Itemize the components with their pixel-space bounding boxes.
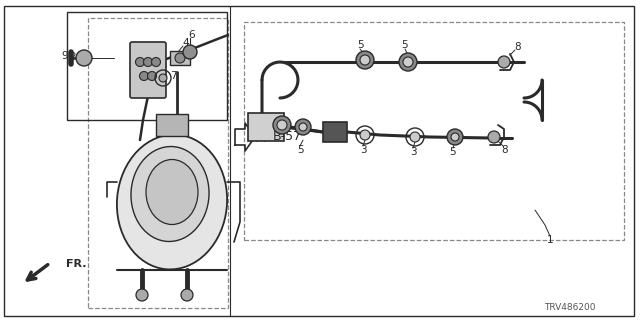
Bar bbox=[323, 122, 347, 142]
Bar bbox=[170, 51, 190, 65]
Circle shape bbox=[76, 50, 92, 66]
Text: 7: 7 bbox=[170, 71, 176, 81]
Bar bbox=[248, 113, 284, 141]
Circle shape bbox=[299, 123, 307, 131]
Circle shape bbox=[273, 116, 291, 134]
FancyBboxPatch shape bbox=[130, 42, 166, 98]
Text: 1: 1 bbox=[547, 235, 554, 245]
Text: 5: 5 bbox=[356, 40, 364, 50]
Text: 6: 6 bbox=[189, 30, 195, 40]
FancyBboxPatch shape bbox=[156, 114, 188, 136]
Circle shape bbox=[136, 58, 145, 67]
Circle shape bbox=[447, 129, 463, 145]
Circle shape bbox=[451, 133, 459, 141]
Text: 3: 3 bbox=[410, 147, 416, 157]
Circle shape bbox=[147, 71, 157, 81]
Ellipse shape bbox=[117, 135, 227, 269]
Text: 9: 9 bbox=[61, 51, 68, 61]
Circle shape bbox=[140, 71, 148, 81]
Text: B-57: B-57 bbox=[273, 131, 302, 143]
Text: TRV486200: TRV486200 bbox=[544, 303, 596, 313]
Circle shape bbox=[356, 51, 374, 69]
Text: 4: 4 bbox=[182, 38, 189, 48]
Circle shape bbox=[360, 55, 370, 65]
Bar bbox=[88, 18, 228, 308]
Circle shape bbox=[277, 120, 287, 130]
Circle shape bbox=[175, 53, 185, 63]
Text: 2: 2 bbox=[70, 52, 76, 62]
Circle shape bbox=[403, 57, 413, 67]
Text: 5: 5 bbox=[450, 147, 456, 157]
Ellipse shape bbox=[131, 147, 209, 242]
Circle shape bbox=[488, 131, 500, 143]
Text: 8: 8 bbox=[515, 42, 522, 52]
Circle shape bbox=[152, 58, 161, 67]
Circle shape bbox=[399, 53, 417, 71]
Circle shape bbox=[360, 130, 370, 140]
Circle shape bbox=[159, 74, 167, 82]
Circle shape bbox=[181, 289, 193, 301]
Circle shape bbox=[183, 45, 197, 59]
Text: 3: 3 bbox=[360, 145, 366, 155]
Bar bbox=[67, 12, 227, 120]
Text: 5: 5 bbox=[402, 40, 408, 50]
Circle shape bbox=[136, 289, 148, 301]
Circle shape bbox=[143, 58, 152, 67]
Circle shape bbox=[498, 56, 510, 68]
Ellipse shape bbox=[146, 159, 198, 225]
Text: 5: 5 bbox=[297, 145, 303, 155]
Text: 8: 8 bbox=[502, 145, 508, 155]
Text: FR.: FR. bbox=[66, 259, 86, 269]
Circle shape bbox=[295, 119, 311, 135]
Circle shape bbox=[410, 132, 420, 142]
Bar bbox=[244, 22, 624, 240]
